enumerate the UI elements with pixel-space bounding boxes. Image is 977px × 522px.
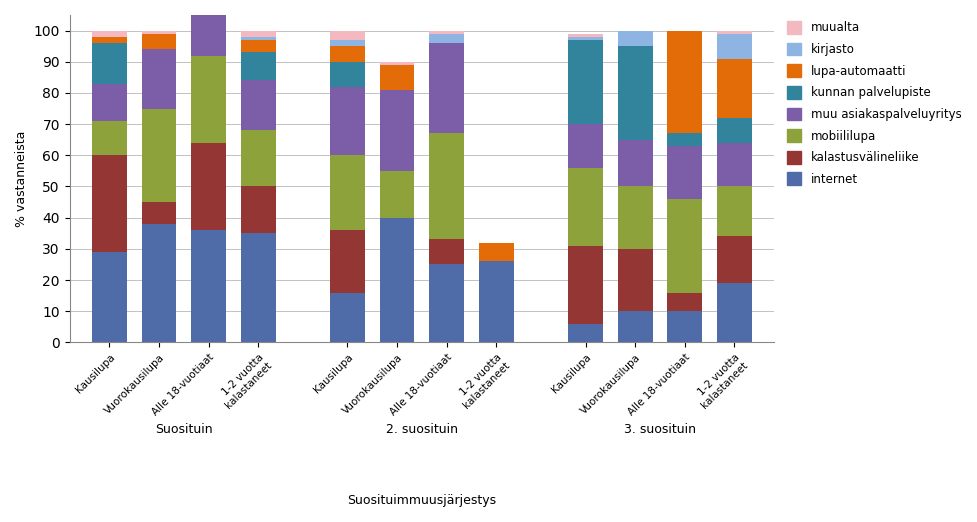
Bar — [717, 118, 752, 143]
Bar — [617, 186, 653, 249]
Bar — [569, 324, 603, 342]
Bar — [240, 37, 276, 40]
Bar — [380, 90, 414, 171]
Bar — [667, 31, 702, 134]
Bar — [142, 109, 176, 202]
Bar — [380, 218, 414, 342]
Bar — [429, 43, 464, 134]
Text: 2. suosituin: 2. suosituin — [386, 423, 458, 436]
Bar — [617, 46, 653, 140]
Bar — [240, 80, 276, 130]
Bar — [330, 156, 364, 230]
X-axis label: Suosituimmuusjärjestys: Suosituimmuusjärjestys — [348, 494, 496, 507]
Bar — [240, 233, 276, 342]
Bar — [142, 34, 176, 49]
Bar — [191, 230, 226, 342]
Bar — [191, 0, 226, 55]
Bar — [330, 230, 364, 292]
Bar — [569, 40, 603, 124]
Bar — [479, 262, 514, 342]
Bar — [330, 292, 364, 342]
Bar — [380, 65, 414, 90]
Bar — [717, 283, 752, 342]
Bar — [717, 58, 752, 118]
Bar — [330, 31, 364, 40]
Bar — [617, 31, 653, 46]
Bar — [569, 168, 603, 246]
Bar — [240, 52, 276, 80]
Bar — [717, 186, 752, 236]
Bar — [142, 202, 176, 224]
Text: 3. suosituin: 3. suosituin — [624, 423, 696, 436]
Bar — [569, 124, 603, 168]
Bar — [617, 140, 653, 186]
Bar — [717, 31, 752, 34]
Bar — [380, 171, 414, 218]
Bar — [330, 46, 364, 62]
Bar — [617, 249, 653, 311]
Bar — [717, 236, 752, 283]
Bar — [667, 311, 702, 342]
Bar — [142, 49, 176, 109]
Text: Suosituin: Suosituin — [155, 423, 213, 436]
Bar — [717, 143, 752, 186]
Y-axis label: % vastanneista: % vastanneista — [15, 130, 28, 227]
Bar — [240, 130, 276, 186]
Bar — [429, 31, 464, 34]
Bar — [429, 265, 464, 342]
Bar — [92, 37, 127, 43]
Bar — [330, 87, 364, 156]
Bar — [380, 62, 414, 65]
Bar — [142, 224, 176, 342]
Bar — [240, 40, 276, 52]
Bar — [429, 240, 464, 265]
Bar — [569, 246, 603, 324]
Bar — [717, 34, 752, 58]
Bar — [92, 43, 127, 84]
Bar — [92, 121, 127, 156]
Bar — [92, 156, 127, 252]
Bar — [667, 199, 702, 292]
Bar — [667, 134, 702, 146]
Legend: muualta, kirjasto, lupa-automaatti, kunnan palvelupiste, muu asiakaspalveluyrity: muualta, kirjasto, lupa-automaatti, kunn… — [787, 21, 961, 186]
Bar — [240, 31, 276, 37]
Bar — [330, 40, 364, 46]
Bar — [142, 31, 176, 34]
Bar — [92, 31, 127, 37]
Bar — [569, 34, 603, 37]
Bar — [92, 252, 127, 342]
Bar — [667, 292, 702, 311]
Bar — [191, 143, 226, 230]
Bar — [617, 311, 653, 342]
Bar — [429, 134, 464, 240]
Bar — [429, 34, 464, 43]
Bar — [330, 62, 364, 87]
Bar — [667, 146, 702, 199]
Bar — [569, 37, 603, 40]
Bar — [240, 186, 276, 233]
Bar — [92, 84, 127, 121]
Bar — [191, 55, 226, 143]
Bar — [479, 243, 514, 262]
